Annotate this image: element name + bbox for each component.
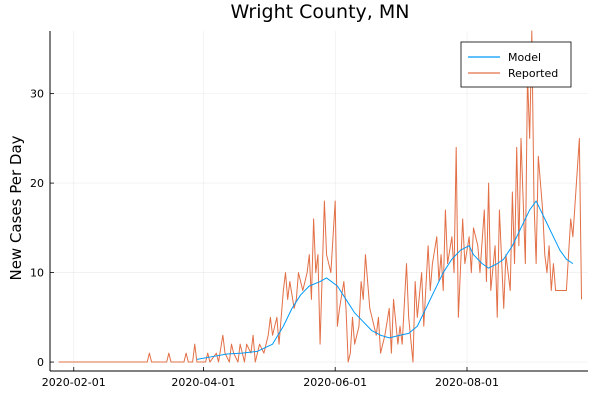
x-tick-label: 2020-08-01 <box>435 376 499 389</box>
series-lines <box>58 30 583 363</box>
series-line-reported <box>58 30 583 363</box>
series-line-model <box>196 200 574 360</box>
legend-label-reported: Reported <box>508 67 558 80</box>
y-axis-label: New Cases Per Day <box>7 135 25 280</box>
y-ticks: 0 10 20 30 <box>30 88 54 369</box>
legend: Model Reported <box>460 41 572 88</box>
x-tick-label: 2020-04-01 <box>171 376 235 389</box>
legend-box <box>460 41 572 88</box>
x-ticks: 2020-02-01 2020-04-01 2020-06-01 2020-08-01 <box>42 367 499 389</box>
chart-title: Wright County, MN <box>231 1 410 23</box>
y-tick-label: 20 <box>30 177 44 190</box>
y-tick-label: 30 <box>30 88 44 101</box>
x-tick-label: 2020-06-01 <box>303 376 367 389</box>
y-tick-label: 10 <box>30 267 44 280</box>
legend-label-model: Model <box>508 51 541 64</box>
x-tick-label: 2020-02-01 <box>42 376 106 389</box>
y-tick-label: 0 <box>37 356 44 369</box>
